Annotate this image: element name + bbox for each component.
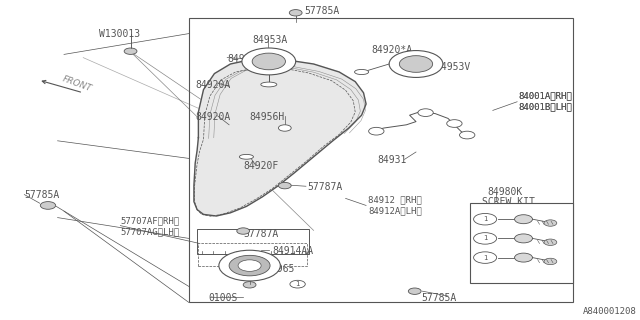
Circle shape xyxy=(252,53,285,70)
Text: 84920A: 84920A xyxy=(195,112,230,122)
Text: FRONT: FRONT xyxy=(61,74,93,93)
Text: 84912A〈LH〉: 84912A〈LH〉 xyxy=(368,207,422,216)
Text: 84920A: 84920A xyxy=(195,80,230,90)
Text: A840001208: A840001208 xyxy=(583,308,637,316)
Text: 84980K: 84980K xyxy=(488,187,523,197)
Circle shape xyxy=(408,288,421,294)
Circle shape xyxy=(418,109,433,116)
Bar xyxy=(470,203,573,283)
Circle shape xyxy=(544,239,557,245)
Text: 84965: 84965 xyxy=(266,264,295,274)
Text: 84931: 84931 xyxy=(378,155,407,165)
Bar xyxy=(197,229,309,254)
Ellipse shape xyxy=(239,155,253,159)
Circle shape xyxy=(278,125,291,131)
Circle shape xyxy=(40,202,56,209)
Circle shape xyxy=(515,234,532,243)
Circle shape xyxy=(237,228,250,234)
Circle shape xyxy=(474,213,497,225)
Circle shape xyxy=(515,253,532,262)
Text: 84956H: 84956H xyxy=(250,112,285,122)
Text: 0100S: 0100S xyxy=(208,293,237,303)
Circle shape xyxy=(544,220,557,226)
Circle shape xyxy=(278,182,291,189)
Text: 84001A〈RH〉: 84001A〈RH〉 xyxy=(518,92,572,100)
Text: 84912 〈RH〉: 84912 〈RH〉 xyxy=(368,196,422,204)
Circle shape xyxy=(474,233,497,244)
Circle shape xyxy=(243,282,256,288)
Text: 57785A: 57785A xyxy=(24,190,60,200)
Text: 1: 1 xyxy=(483,255,488,260)
Bar xyxy=(189,18,573,302)
Text: 84920*A: 84920*A xyxy=(371,44,412,55)
Bar xyxy=(198,243,307,266)
Circle shape xyxy=(369,127,384,135)
Ellipse shape xyxy=(261,82,277,87)
Text: 84001B〈LH〉: 84001B〈LH〉 xyxy=(518,103,572,112)
Circle shape xyxy=(544,258,557,265)
Circle shape xyxy=(242,48,296,75)
Text: 84953V: 84953V xyxy=(435,62,470,72)
Text: 57785A: 57785A xyxy=(421,293,456,303)
Text: 57787A: 57787A xyxy=(243,228,278,239)
Circle shape xyxy=(447,120,462,127)
Text: SCREW KIT: SCREW KIT xyxy=(482,196,535,207)
Text: 84001A〈RH〉: 84001A〈RH〉 xyxy=(518,92,572,100)
Text: 84920*B: 84920*B xyxy=(227,54,268,64)
Circle shape xyxy=(229,255,270,276)
Circle shape xyxy=(238,260,261,271)
Circle shape xyxy=(219,250,280,281)
Text: 57707AF〈RH〉: 57707AF〈RH〉 xyxy=(120,216,179,225)
Text: 57787A: 57787A xyxy=(307,182,342,192)
Text: 84953A: 84953A xyxy=(253,35,288,45)
Circle shape xyxy=(389,51,443,77)
Text: 57785A: 57785A xyxy=(304,6,339,16)
Circle shape xyxy=(515,215,532,224)
Text: 1: 1 xyxy=(483,236,488,241)
Text: 84920F: 84920F xyxy=(243,161,278,172)
Text: 84001B〈LH〉: 84001B〈LH〉 xyxy=(518,103,572,112)
Circle shape xyxy=(290,280,305,288)
Circle shape xyxy=(474,252,497,263)
Circle shape xyxy=(399,56,433,72)
Text: 57707AG〈LH〉: 57707AG〈LH〉 xyxy=(120,228,179,236)
Text: 1: 1 xyxy=(295,281,300,287)
Circle shape xyxy=(289,10,302,16)
Ellipse shape xyxy=(355,69,369,75)
Text: 84914AA: 84914AA xyxy=(272,246,313,256)
Circle shape xyxy=(124,48,137,54)
Text: W130013: W130013 xyxy=(99,28,140,39)
Polygon shape xyxy=(194,59,366,216)
Circle shape xyxy=(460,131,475,139)
Text: 1: 1 xyxy=(483,216,488,222)
